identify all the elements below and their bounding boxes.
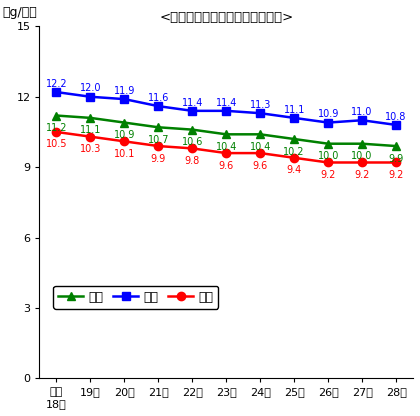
Legend: 総数, 男性, 女性: 総数, 男性, 女性 — [53, 286, 218, 309]
Text: 11.1: 11.1 — [80, 125, 101, 135]
Text: 10.3: 10.3 — [80, 144, 101, 154]
総数 — [394, 144, 399, 149]
Text: 10.5: 10.5 — [46, 139, 67, 149]
Text: 9.2: 9.2 — [354, 170, 370, 180]
Text: 10.0: 10.0 — [318, 151, 339, 161]
総数 — [88, 115, 93, 120]
Text: 12.2: 12.2 — [46, 79, 67, 89]
男性 — [88, 94, 93, 99]
Text: 11.1: 11.1 — [284, 104, 305, 114]
女性 — [291, 155, 297, 160]
Text: （g/日）: （g/日） — [2, 6, 37, 19]
男性 — [258, 111, 263, 116]
男性 — [190, 108, 195, 113]
Line: 総数: 総数 — [52, 111, 400, 150]
総数 — [326, 141, 331, 146]
女性 — [326, 160, 331, 165]
Text: 10.0: 10.0 — [352, 151, 373, 161]
総数 — [291, 136, 297, 141]
Text: 9.4: 9.4 — [286, 165, 302, 175]
Line: 女性: 女性 — [52, 128, 400, 167]
Text: 11.0: 11.0 — [352, 107, 373, 117]
女性 — [360, 160, 365, 165]
総数 — [190, 127, 195, 132]
Text: 9.9: 9.9 — [388, 154, 404, 163]
Text: 11.2: 11.2 — [46, 123, 67, 133]
女性 — [258, 151, 263, 156]
Text: 11.4: 11.4 — [215, 97, 237, 107]
Text: 9.2: 9.2 — [320, 170, 336, 180]
女性 — [224, 151, 229, 156]
Text: 10.8: 10.8 — [386, 111, 407, 121]
Text: 10.2: 10.2 — [284, 146, 305, 156]
男性 — [54, 89, 59, 94]
総数 — [360, 141, 365, 146]
総数 — [224, 132, 229, 137]
Line: 男性: 男性 — [52, 88, 400, 129]
Text: 9.8: 9.8 — [185, 156, 200, 166]
男性 — [291, 115, 297, 120]
男性 — [360, 118, 365, 123]
Text: 11.3: 11.3 — [249, 100, 271, 110]
女性 — [88, 134, 93, 139]
Text: 12.0: 12.0 — [80, 84, 101, 94]
Text: 9.6: 9.6 — [219, 161, 234, 171]
女性 — [156, 144, 161, 149]
女性 — [394, 160, 399, 165]
Text: 10.9: 10.9 — [114, 130, 135, 140]
Text: 9.6: 9.6 — [252, 161, 268, 171]
Text: 10.1: 10.1 — [114, 149, 135, 159]
男性 — [122, 97, 127, 102]
女性 — [122, 139, 127, 144]
女性 — [190, 146, 195, 151]
Text: 10.9: 10.9 — [318, 109, 339, 119]
Text: 11.6: 11.6 — [148, 93, 169, 103]
女性 — [54, 129, 59, 134]
Text: 10.6: 10.6 — [181, 137, 203, 147]
総数 — [156, 125, 161, 130]
Text: 9.2: 9.2 — [388, 170, 404, 180]
男性 — [156, 104, 161, 109]
総数 — [258, 132, 263, 137]
総数 — [54, 113, 59, 118]
Text: 10.7: 10.7 — [147, 135, 169, 145]
男性 — [224, 108, 229, 113]
Text: 10.4: 10.4 — [249, 142, 271, 152]
Text: 11.9: 11.9 — [114, 86, 135, 96]
Text: 11.4: 11.4 — [181, 97, 203, 107]
男性 — [326, 120, 331, 125]
Title: <食塩摂取量の平均値の年次推移>: <食塩摂取量の平均値の年次推移> — [159, 11, 294, 24]
総数 — [122, 120, 127, 125]
Text: 9.9: 9.9 — [151, 154, 166, 163]
男性 — [394, 122, 399, 127]
Text: 10.4: 10.4 — [215, 142, 237, 152]
